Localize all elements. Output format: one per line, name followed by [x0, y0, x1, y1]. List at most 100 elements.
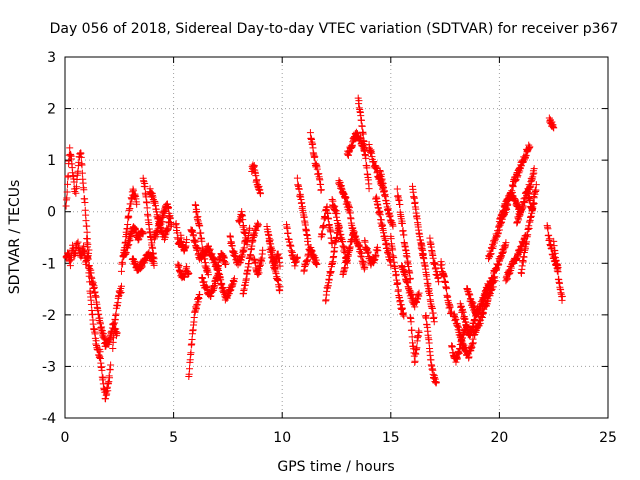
data-point-marker [126, 236, 134, 244]
data-point-marker [469, 339, 477, 347]
data-point-marker [64, 180, 72, 188]
data-point-marker [102, 395, 110, 403]
data-point-marker [214, 267, 222, 275]
data-point-marker [411, 357, 419, 365]
data-point-marker [361, 263, 369, 271]
data-point-marker [198, 237, 206, 245]
data-point-marker [318, 230, 326, 238]
data-point-marker [254, 221, 262, 229]
data-point-marker [327, 228, 335, 236]
data-point-marker [522, 151, 530, 159]
data-point-marker [333, 234, 341, 242]
data-point-marker [526, 143, 534, 151]
data-point-marker [78, 169, 86, 177]
data-point-marker [83, 222, 91, 230]
data-point-marker [186, 365, 194, 373]
data-point-marker [150, 261, 158, 269]
data-point-marker [119, 260, 127, 268]
data-point-marker [106, 374, 114, 382]
data-point-marker [98, 366, 106, 374]
data-point-marker [125, 213, 133, 221]
data-point-marker [73, 183, 81, 191]
data-point-marker [415, 289, 423, 297]
data-point-marker [374, 247, 382, 255]
data-point-marker [443, 285, 451, 293]
data-point-marker [430, 318, 438, 326]
data-point-marker [394, 280, 402, 288]
data-point-marker [323, 203, 331, 211]
data-point-marker [117, 282, 125, 290]
data-point-marker [183, 236, 191, 244]
data-point-marker [239, 216, 247, 224]
x-tick-label: 5 [169, 430, 178, 446]
x-tick-label: 10 [273, 430, 291, 446]
data-point-marker [365, 185, 373, 193]
data-point-marker [413, 344, 421, 352]
data-point-marker [104, 387, 112, 395]
data-point-marker [295, 185, 303, 193]
data-point-marker [293, 253, 301, 261]
data-point-marker [185, 270, 193, 278]
data-point-marker [293, 174, 301, 182]
data-point-marker [62, 202, 70, 210]
data-point-marker [530, 165, 538, 173]
data-point-marker [458, 334, 466, 342]
data-point-marker [359, 130, 367, 138]
y-tick-label: -3 [42, 359, 56, 375]
data-point-marker [494, 229, 502, 237]
data-point-marker [558, 292, 566, 300]
data-point-marker [437, 258, 445, 266]
data-point-marker [201, 255, 209, 263]
data-point-marker [446, 303, 454, 311]
chart-title: Day 056 of 2018, Sidereal Day-to-day VTE… [50, 21, 619, 37]
data-point-marker [407, 318, 415, 326]
data-point-marker [77, 153, 85, 161]
tick-marks [64, 56, 609, 419]
data-point-marker [415, 329, 423, 337]
data-point-marker [192, 202, 200, 210]
y-tick-labels: -4 -3 -2 -1 0 1 2 3 [42, 50, 56, 427]
data-point-marker [107, 361, 115, 369]
data-point-marker [393, 185, 401, 193]
data-point-marker [71, 249, 79, 257]
data-point-marker [139, 229, 147, 237]
data-point-marker [502, 239, 510, 247]
data-point-marker [73, 240, 81, 248]
data-point-marker [333, 210, 341, 218]
data-point-marker [303, 231, 311, 239]
data-point-marker [172, 220, 180, 228]
data-point-marker [525, 190, 533, 198]
data-point-marker [325, 215, 333, 223]
data-point-marker [408, 291, 416, 299]
plot-frame [64, 56, 609, 419]
data-point-marker [239, 221, 247, 229]
data-point-marker [164, 224, 172, 232]
data-point-marker [328, 240, 336, 248]
data-point-marker [143, 204, 151, 212]
y-tick-label: 1 [47, 153, 56, 169]
data-point-marker [79, 242, 87, 250]
data-point-marker [222, 260, 230, 268]
data-point-marker [308, 247, 316, 255]
data-point-marker [80, 186, 88, 194]
data-point-marker [133, 200, 141, 208]
data-point-marker [479, 301, 487, 309]
data-point-marker [396, 201, 404, 209]
data-point-marker [109, 345, 117, 353]
data-point-marker [193, 208, 201, 216]
data-point-marker [400, 312, 408, 320]
data-point-marker [377, 170, 385, 178]
data-point-marker [544, 225, 552, 233]
data-point-marker [276, 283, 284, 291]
data-point-marker [66, 144, 74, 152]
data-point-marker [389, 246, 397, 254]
data-point-marker [408, 326, 416, 334]
data-point-marker [206, 245, 214, 253]
data-point-marker [266, 238, 274, 246]
data-point-marker [63, 188, 71, 196]
data-point-marker [384, 247, 392, 255]
data-point-marker [342, 193, 350, 201]
data-point-marker [424, 280, 432, 288]
y-tick-label: -2 [42, 308, 56, 324]
